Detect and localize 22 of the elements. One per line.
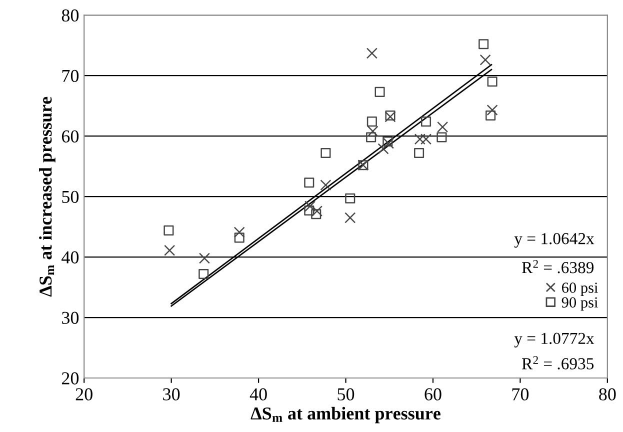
x-tick-label: 50 [338, 388, 354, 400]
y-tick-label: 40 [62, 251, 79, 264]
x-axis-title: ΔS$_{m}$ at ambient pressure [250, 406, 440, 424]
y-tick-label: 80 [62, 9, 79, 22]
y-tick-label: 70 [62, 70, 79, 82]
x-tick-label: 20 [76, 388, 92, 400]
y-tick-label: 60 [62, 130, 79, 143]
y-tick-label: 50 [62, 190, 79, 203]
y-axis-title: ΔS$_{m}$ at increased pressure [39, 96, 56, 297]
y-tick-label: 30 [62, 312, 79, 324]
legend-label: 60 psi [562, 282, 598, 296]
x-tick-label: 80 [599, 388, 616, 400]
annotation: R$^{2}$ = .6389 [522, 260, 594, 274]
y-tick-label: 20 [62, 372, 79, 384]
x-tick-label: 70 [512, 388, 529, 400]
x-tick-label: 30 [163, 388, 180, 400]
annotation: y = 1.0772x [514, 332, 594, 348]
legend-label: 90 psi [562, 297, 598, 311]
x-tick-label: 60 [424, 388, 442, 400]
x-tick-label: 40 [250, 388, 267, 400]
annotation: R$^{2}$ = .6935 [522, 356, 594, 370]
annotation: y = 1.0642x [514, 232, 594, 248]
